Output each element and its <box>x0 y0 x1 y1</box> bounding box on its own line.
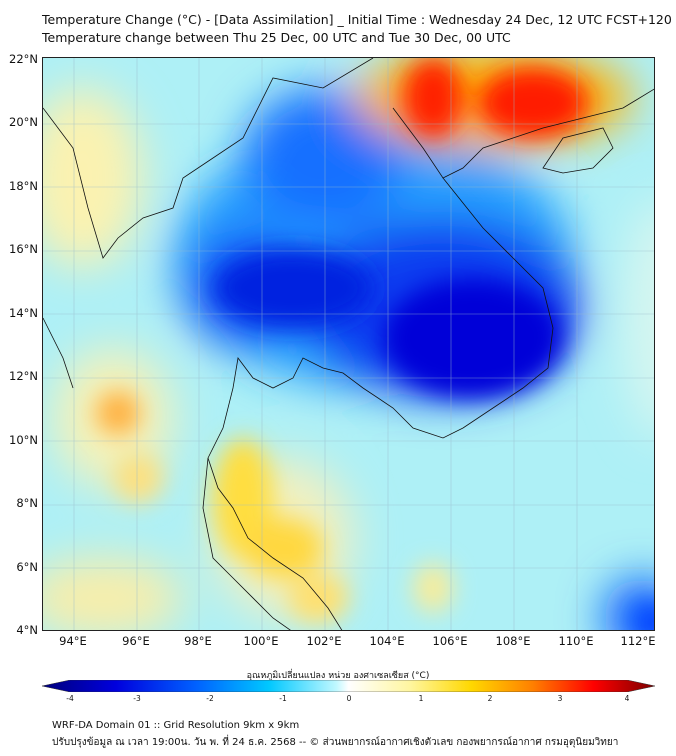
colorbar-tick: 0 <box>346 694 352 703</box>
temperature-change-map <box>42 57 655 631</box>
colorbar-label: อุณหภูมิเปลี่ยนแปลง หน่วย องศาเซลเซียส (… <box>246 671 430 681</box>
lat-label: 4°N <box>16 623 38 637</box>
lon-label: 98°E <box>184 634 212 648</box>
lon-label: 110°E <box>558 634 594 648</box>
chart-subtitle: Temperature change between Thu 25 Dec, 0… <box>42 30 511 45</box>
footer-model-info: WRF-DA Domain 01 :: Grid Resolution 9km … <box>52 720 300 731</box>
lon-label: 112°E <box>620 634 656 648</box>
lat-label: 20°N <box>9 115 38 129</box>
chart-title: Temperature Change (°C) - [Data Assimila… <box>42 12 672 27</box>
lat-label: 8°N <box>16 496 38 510</box>
gridlines <box>43 58 654 630</box>
footer-credit: ปรับปรุงข้อมูล ณ เวลา 19:00น. วัน พ. ที่… <box>52 737 619 748</box>
colorbar-tick: -4 <box>66 694 74 703</box>
colorbar-tick: -2 <box>206 694 214 703</box>
colorbar <box>42 680 655 692</box>
lon-label: 104°E <box>369 634 405 648</box>
lon-label: 108°E <box>495 634 531 648</box>
lat-label: 18°N <box>9 179 38 193</box>
lon-label: 102°E <box>306 634 342 648</box>
lon-label: 100°E <box>243 634 279 648</box>
colorbar-tick: -3 <box>133 694 141 703</box>
lon-label: 106°E <box>432 634 468 648</box>
lat-label: 14°N <box>9 306 38 320</box>
lat-label: 16°N <box>9 242 38 256</box>
colorbar-tick: 3 <box>557 694 563 703</box>
lat-label: 12°N <box>9 369 38 383</box>
colorbar-tick: 1 <box>418 694 424 703</box>
colorbar-tick: 4 <box>624 694 630 703</box>
coastlines <box>43 58 654 630</box>
colorbar-tick: 2 <box>487 694 493 703</box>
lon-label: 94°E <box>59 634 87 648</box>
lat-label: 6°N <box>16 560 38 574</box>
lat-label: 10°N <box>9 433 38 447</box>
colorbar-tick: -1 <box>279 694 287 703</box>
lat-label: 22°N <box>9 52 38 66</box>
lon-label: 96°E <box>122 634 150 648</box>
